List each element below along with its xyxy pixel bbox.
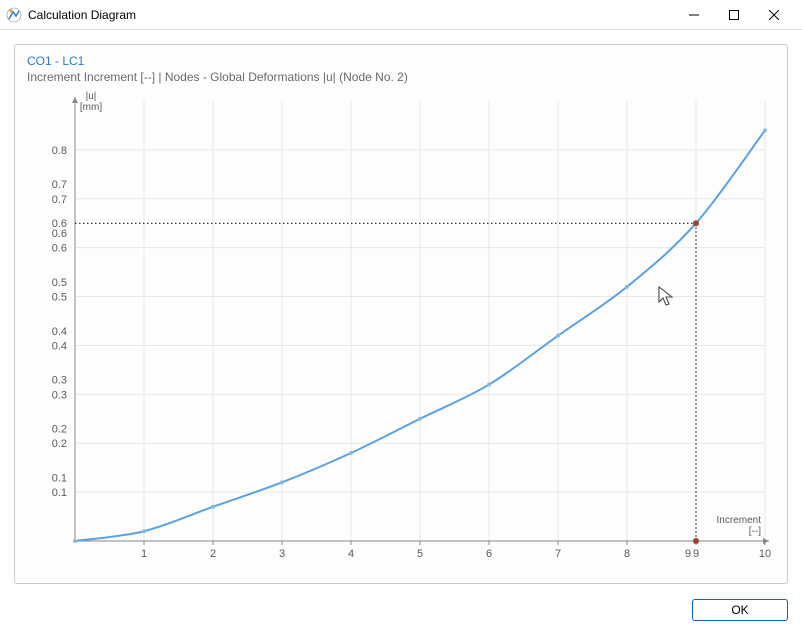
content-area: CO1 - LC1 Increment Increment [--] | Nod… (0, 30, 802, 588)
svg-text:0.6: 0.6 (52, 243, 67, 255)
svg-text:0.2: 0.2 (52, 424, 67, 436)
close-button[interactable] (754, 0, 794, 30)
dialog-footer: OK (0, 588, 802, 632)
chart-subtitle: Increment Increment [--] | Nodes - Globa… (27, 70, 777, 84)
svg-text:3: 3 (279, 548, 285, 560)
svg-text:0.6: 0.6 (52, 218, 67, 230)
svg-text:|u|: |u| (86, 91, 97, 102)
chart-frame: CO1 - LC1 Increment Increment [--] | Nod… (14, 44, 788, 584)
plot-area[interactable]: 0.1 0.1 0.2 0.2 0.3 0.3 0.4 0.4 0.5 0.5 0.6 0.6 0.7 0… (27, 91, 777, 571)
title-bar: Calculation Diagram (0, 0, 802, 30)
svg-text:[mm]: [mm] (80, 102, 102, 113)
svg-text:0.7: 0.7 (52, 179, 67, 191)
svg-text:0.1: 0.1 (52, 487, 67, 499)
app-icon (6, 7, 22, 23)
svg-text:9: 9 (685, 548, 691, 560)
svg-text:0.5: 0.5 (52, 292, 67, 304)
window-controls (674, 0, 794, 30)
svg-text:0.1: 0.1 (52, 472, 67, 484)
svg-text:0.2: 0.2 (52, 438, 67, 450)
minimize-button[interactable] (674, 0, 714, 30)
window-title: Calculation Diagram (28, 8, 674, 22)
svg-text:[--]: [--] (749, 526, 761, 537)
svg-text:8: 8 (624, 548, 630, 560)
svg-text:0.5: 0.5 (52, 277, 67, 289)
svg-text:4: 4 (348, 548, 354, 560)
svg-text:10: 10 (759, 548, 771, 560)
svg-text:9: 9 (693, 548, 699, 560)
svg-text:0.4: 0.4 (52, 326, 67, 338)
svg-text:6: 6 (486, 548, 492, 560)
svg-text:0.7: 0.7 (52, 194, 67, 206)
svg-text:2: 2 (210, 548, 216, 560)
ok-button[interactable]: OK (692, 599, 788, 621)
svg-text:0.4: 0.4 (52, 340, 67, 352)
svg-text:1: 1 (141, 548, 147, 560)
svg-text:0.8: 0.8 (52, 145, 67, 157)
svg-text:Increment: Increment (717, 515, 762, 526)
maximize-button[interactable] (714, 0, 754, 30)
svg-text:0.3: 0.3 (52, 375, 67, 387)
case-label: CO1 - LC1 (27, 53, 777, 70)
svg-text:7: 7 (555, 548, 561, 560)
svg-text:0.3: 0.3 (52, 389, 67, 401)
svg-text:5: 5 (417, 548, 423, 560)
